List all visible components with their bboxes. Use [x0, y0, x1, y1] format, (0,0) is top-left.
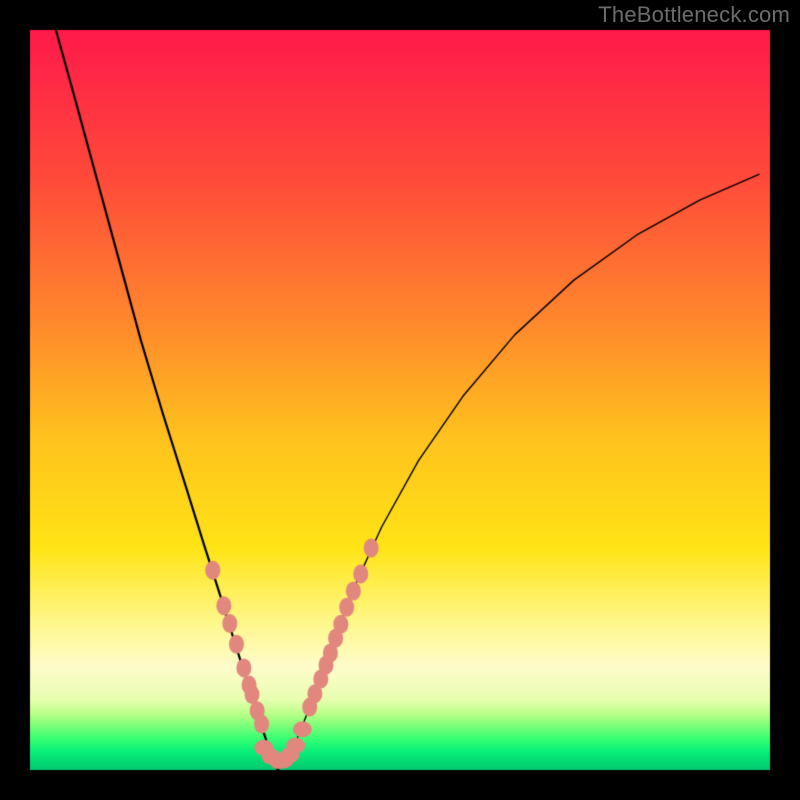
bottleneck-chart-canvas: [0, 0, 800, 800]
chart-stage: TheBottleneck.com: [0, 0, 800, 800]
watermark-text: TheBottleneck.com: [598, 2, 790, 28]
